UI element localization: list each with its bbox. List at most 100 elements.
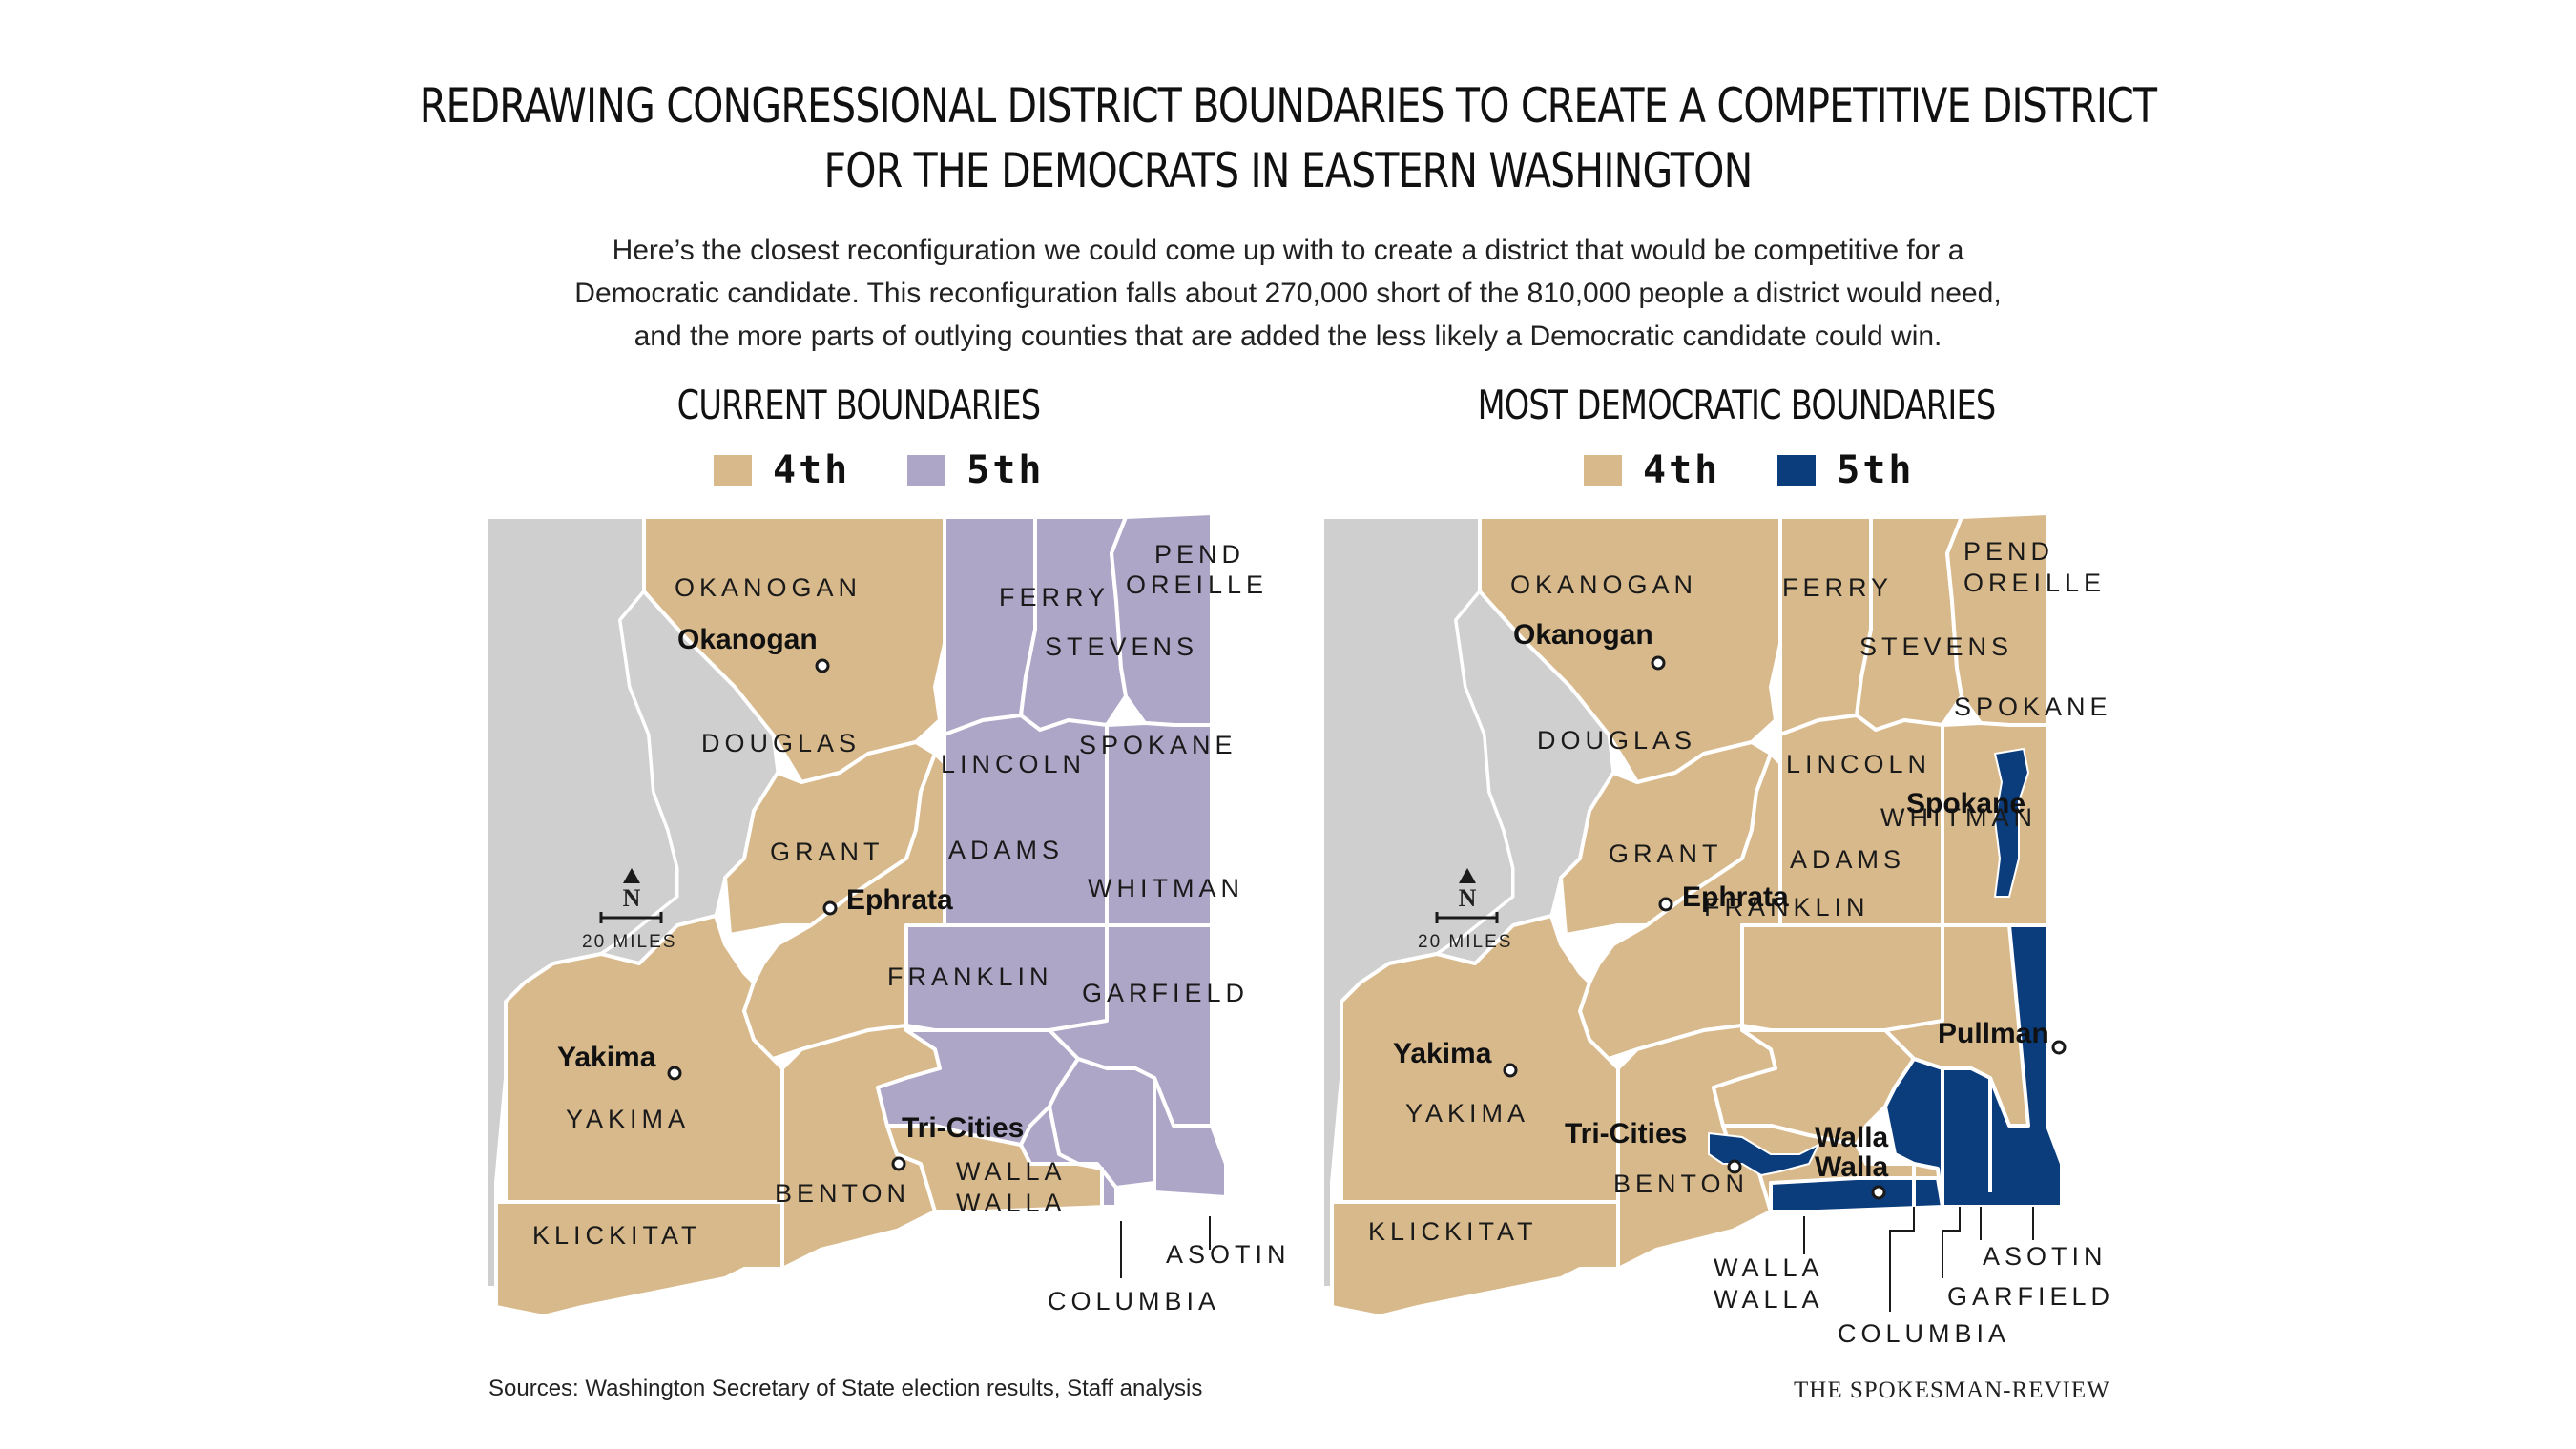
city-label-tricities: Tri-Cities: [1565, 1118, 1687, 1149]
left-legend: 4th 5th: [714, 448, 1102, 492]
legend-swatch-4th: [714, 455, 752, 486]
legend-swatch-4th: [1584, 455, 1622, 486]
district-5-spokane: [1994, 748, 2029, 898]
source-note: Sources: Washington Secretary of State e…: [488, 1376, 1203, 1401]
legend-item-5th: 5th: [907, 448, 1044, 492]
legend-item-4th: 4th: [1584, 448, 1720, 492]
county-label-grant: GRANT: [1609, 839, 1723, 868]
county-columbia: [1019, 1105, 1118, 1209]
city-label-pullman: Pullman: [1938, 1018, 2049, 1049]
city-label-ephrata: Ephrata: [1682, 881, 1789, 913]
county-asotin: [1153, 1076, 1228, 1199]
county-label-ferry: FERRY: [999, 583, 1110, 611]
right-panel-heading: MOST DEMOCRATIC BOUNDARIES: [1477, 382, 1997, 428]
county-label-columbia: COLUMBIA: [1048, 1287, 1220, 1315]
scale-label: 20 MILES: [1418, 932, 1512, 952]
district-5-walla-walla: [1769, 1176, 1944, 1213]
county-label-adams: ADAMS: [1790, 845, 1905, 874]
city-dot-yakima: [1503, 1063, 1518, 1078]
legend-item-4th: 4th: [714, 448, 850, 492]
county-label-whitman: WHITMAN: [1880, 803, 2037, 832]
county-label-asotin: ASOTIN: [1983, 1242, 2108, 1271]
north-arrow-icon: N: [623, 868, 641, 912]
county-label-spokane: SPOKANE: [1954, 693, 2112, 721]
county-label-douglas: DOUGLAS: [1537, 726, 1696, 755]
right-legend: 4th 5th: [1584, 448, 1972, 492]
county-label-stevens: STEVENS: [1859, 632, 2013, 661]
leader-line-columbia: [1889, 1207, 1915, 1312]
county-label-franklin: FRANKLIN: [1704, 893, 1870, 921]
legend-label: 4th: [1643, 448, 1721, 492]
north-arrow-icon: N: [1459, 868, 1477, 912]
city-dot-pullman: [2051, 1040, 2067, 1055]
publisher-brand: THE SPOKESMAN-REVIEW: [1794, 1377, 2110, 1403]
county-label-yakima: YAKIMA: [1405, 1099, 1529, 1128]
legend-label: 5th: [1837, 448, 1915, 492]
county-stevens: [1855, 515, 1963, 732]
county-label-benton: BENTON: [1613, 1170, 1749, 1198]
county-label-stevens: STEVENS: [1045, 632, 1198, 661]
county-label-pend: PEND: [1963, 537, 2054, 566]
city-label-spokane: Spokane: [1906, 788, 2025, 819]
city-dot-walla-walla: [1871, 1185, 1886, 1200]
city-label-ephrata: Ephrata: [846, 884, 953, 916]
city-dot-okanogan: [815, 658, 830, 673]
county-label-franklin: FRANKLIN: [887, 963, 1053, 991]
intro-line: Democratic candidate. This reconfigurati…: [574, 278, 2002, 309]
leader-line-garfield: [1942, 1207, 1961, 1278]
district-5-tricities: [1708, 1132, 1819, 1176]
county-label-asotin: ASOTIN: [1166, 1240, 1288, 1269]
county-label-whitman: WHITMAN: [1088, 874, 1244, 902]
county-label-garfield: GARFIELD: [1082, 979, 1249, 1007]
county-label-grant: GRANT: [770, 838, 884, 866]
county-label-walla: WALLA: [1714, 1285, 1824, 1314]
city-label-okanogan: Okanogan: [1513, 619, 1653, 651]
scale-bar-icon: [1435, 912, 1499, 923]
legend-swatch-5th: [907, 455, 946, 486]
legend-label: 4th: [773, 448, 851, 492]
city-dot-tricities: [1727, 1159, 1742, 1174]
county-label-yakima: YAKIMA: [566, 1105, 690, 1133]
county-label-ferry: FERRY: [1782, 573, 1893, 602]
district-5-east: [1883, 923, 2064, 1209]
county-label-klickitat: KLICKITAT: [1368, 1217, 1538, 1246]
county-label-douglas: DOUGLAS: [701, 729, 861, 757]
county-label-walla: WALLA: [956, 1189, 1067, 1217]
county-label-benton: BENTON: [775, 1179, 910, 1208]
county-label-pend: PEND: [1154, 540, 1245, 569]
legend-item-5th: 5th: [1777, 448, 1914, 492]
intro-text: Here’s the closest reconfiguration we co…: [382, 229, 2194, 358]
county-label-lincoln: LINCOLN: [941, 750, 1086, 778]
city-dot-ephrata: [822, 900, 838, 916]
county-label-okanogan: OKANOGAN: [675, 573, 862, 602]
county-label-walla: WALLA: [956, 1157, 1067, 1186]
intro-line: Here’s the closest reconfiguration we co…: [612, 235, 1964, 266]
city-label-walla: Walla: [1815, 1151, 1889, 1183]
city-label-okanogan: Okanogan: [677, 624, 818, 655]
county-klickitat: [494, 1200, 784, 1318]
intro-line: and the more parts of outlying counties …: [634, 321, 1942, 352]
city-dot-okanogan: [1651, 655, 1666, 671]
city-dot-ephrata: [1658, 897, 1673, 912]
county-label-columbia: COLUMBIA: [1838, 1319, 2010, 1348]
county-label-garfield: GARFIELD: [1947, 1282, 2114, 1311]
legend-swatch-5th: [1777, 455, 1817, 486]
county-label-okanogan: OKANOGAN: [1510, 570, 1697, 599]
city-label-yakima: Yakima: [1393, 1038, 1492, 1069]
county-pend-oreille: [1110, 511, 1214, 727]
chart-title-line1: REDRAWING CONGRESSIONAL DISTRICT BOUNDAR…: [419, 78, 2157, 134]
city-label-tricities: Tri-Cities: [902, 1112, 1024, 1144]
county-pend-oreille: [1945, 511, 2049, 727]
left-map: N 20 MILES OKANOGAN FERRY STEVENS PEND O…: [487, 511, 1288, 1318]
county-label-oreille: OREILLE: [1126, 570, 1268, 599]
county-label-oreille: OREILLE: [1963, 569, 2106, 597]
border-walla-columbia: [1894, 1152, 1916, 1207]
county-label-walla: WALLA: [1714, 1253, 1824, 1282]
county-label-lincoln: LINCOLN: [1786, 750, 1931, 778]
county-label-spokane: SPOKANE: [1079, 731, 1237, 759]
county-stevens: [1019, 515, 1128, 732]
city-label-walla: Walla: [1815, 1122, 1889, 1153]
left-panel-heading: CURRENT BOUNDARIES: [676, 382, 1041, 428]
chart-title-line2: FOR THE DEMOCRATS IN EASTERN WASHINGTON: [823, 143, 1754, 198]
city-dot-tricities: [891, 1156, 906, 1171]
